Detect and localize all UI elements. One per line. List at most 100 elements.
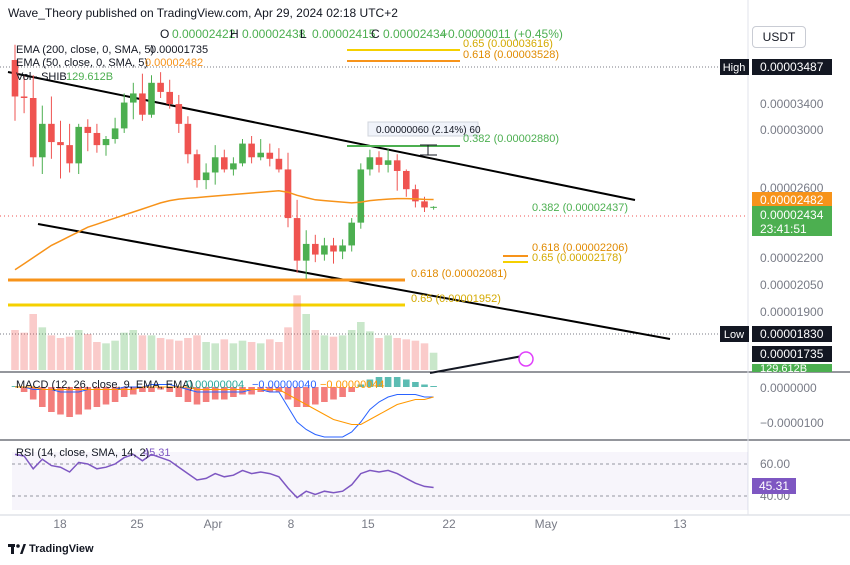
rsi-line <box>14 453 434 499</box>
volume-bar <box>256 343 265 370</box>
volume-bar <box>165 339 174 370</box>
currency-button-label: USDT <box>762 30 796 44</box>
volume-bar <box>147 335 156 370</box>
low-tag-bg <box>752 326 832 342</box>
ohlc-o-label: O <box>160 27 169 41</box>
measure-label-bg <box>367 121 479 137</box>
candle-body <box>375 157 383 165</box>
candle-body <box>366 157 374 170</box>
candle-body <box>75 126 82 164</box>
candle-body <box>221 157 228 170</box>
candle-body <box>102 139 110 146</box>
candle-body <box>239 143 246 164</box>
volume-bar <box>184 338 192 370</box>
volume-bar <box>47 335 56 370</box>
last-price-tag-bg <box>752 206 832 236</box>
volume-bar <box>29 314 37 370</box>
macd-histogram-bar <box>321 387 328 402</box>
macd-signal-line <box>15 386 434 425</box>
macd-histogram-bar <box>221 387 228 400</box>
high-tag-value: 0.00003487 <box>760 60 824 74</box>
price-tick-label: 0.00002050 <box>760 278 824 292</box>
volume-bar <box>56 338 65 370</box>
volume-bar <box>302 314 310 370</box>
ema50-tag-bg <box>752 192 832 208</box>
volume-bar <box>384 335 392 370</box>
time-tick-label: 25 <box>130 517 144 531</box>
macd-histogram-bar <box>239 387 246 395</box>
macd-histogram-bar <box>93 387 101 407</box>
low-tag-label-bg <box>720 326 749 342</box>
rsi-legend-value: 45.31 <box>143 447 171 459</box>
candle-body <box>248 143 255 158</box>
ohlc-change: +0.00000011 (+0.45%) <box>441 27 563 41</box>
rsi-tick-label: 60.00 <box>760 457 790 471</box>
candle-body <box>266 152 274 159</box>
macd-histogram-bar <box>48 387 55 412</box>
volume-bar <box>284 327 292 370</box>
volume-bar <box>420 343 429 370</box>
macd-histogram-bar <box>193 387 201 405</box>
volume-bar <box>129 330 138 370</box>
macd-histogram-bar <box>412 382 419 387</box>
macd-histogram-bar <box>75 387 82 415</box>
ohlc-l-label: L <box>300 27 307 41</box>
candle-body <box>29 98 37 158</box>
candle-body <box>293 218 301 261</box>
candle-body <box>348 222 355 246</box>
candle-body <box>202 172 210 181</box>
volume-bar <box>11 330 19 370</box>
volume-bar <box>38 327 47 370</box>
price-tick-label: 0.00003400 <box>760 97 824 111</box>
candle-body <box>211 157 219 173</box>
candle-body <box>412 189 419 202</box>
candle-body <box>312 243 319 255</box>
volume-bar <box>74 330 83 370</box>
rsi-tag-bg <box>752 478 796 494</box>
candle-body <box>339 245 346 252</box>
macd-histogram-bar <box>339 387 346 397</box>
macd-histogram-bar <box>312 387 319 405</box>
candle-body <box>230 163 237 170</box>
volume-bar <box>393 338 401 370</box>
tradingview-logo-text: TradingView <box>29 543 94 555</box>
fib-65-yellow-label: 0.65 (0.00001952) <box>411 293 501 305</box>
ema50-line <box>14 189 434 271</box>
price-tick-label: 0.00001900 <box>760 305 824 319</box>
macd-histogram-bar <box>430 386 437 387</box>
macd-histogram-bar <box>130 387 137 395</box>
high-tag-label-bg <box>720 59 749 75</box>
volume-tag-value: 129.612B <box>760 363 807 375</box>
chart-annotations: 0.65 (0.00003616)0.618 (0.00003528) 0.000… <box>367 38 628 367</box>
candle-body <box>403 170 410 190</box>
volume-bar <box>229 343 238 370</box>
candle-body <box>66 145 73 164</box>
ohlc-o: 0.00002422 <box>172 27 236 41</box>
candle-body <box>120 102 128 129</box>
macd-histogram-bar <box>293 387 301 407</box>
macd-histogram-bar <box>148 387 155 392</box>
high-tag-bg <box>752 59 832 75</box>
time-tick-label: May <box>535 517 558 531</box>
trading-chart[interactable]: 0.00003400 0.00003000 0.00002600 0.00002200… <box>0 0 850 540</box>
macd-histogram-bar <box>84 387 92 410</box>
macd-histogram-bar <box>421 384 428 387</box>
price-tick-label: 0.00003000 <box>760 123 824 137</box>
volume-bar <box>293 295 301 370</box>
candle-body <box>39 123 46 158</box>
volume-bar <box>402 339 411 370</box>
currency-button[interactable]: USDT <box>752 26 806 48</box>
macd-histogram-bar <box>348 387 355 392</box>
macd-histogram-bar <box>66 387 73 417</box>
candle-body <box>139 93 146 115</box>
fib-65-low-label: 0.65 (0.00002178) <box>532 252 622 264</box>
macd-histogram-bar <box>330 387 337 400</box>
fib-382-mid-label: 0.382 (0.00002437) <box>532 202 628 214</box>
macd-pane <box>11 377 437 438</box>
macd-legend-v3: −0.00000044 <box>320 379 385 391</box>
macd-histogram-bar <box>57 387 64 415</box>
time-tick-label: 13 <box>673 517 687 531</box>
price-tick-label: 0.00002600 <box>760 181 824 195</box>
volume-bar <box>238 340 247 370</box>
